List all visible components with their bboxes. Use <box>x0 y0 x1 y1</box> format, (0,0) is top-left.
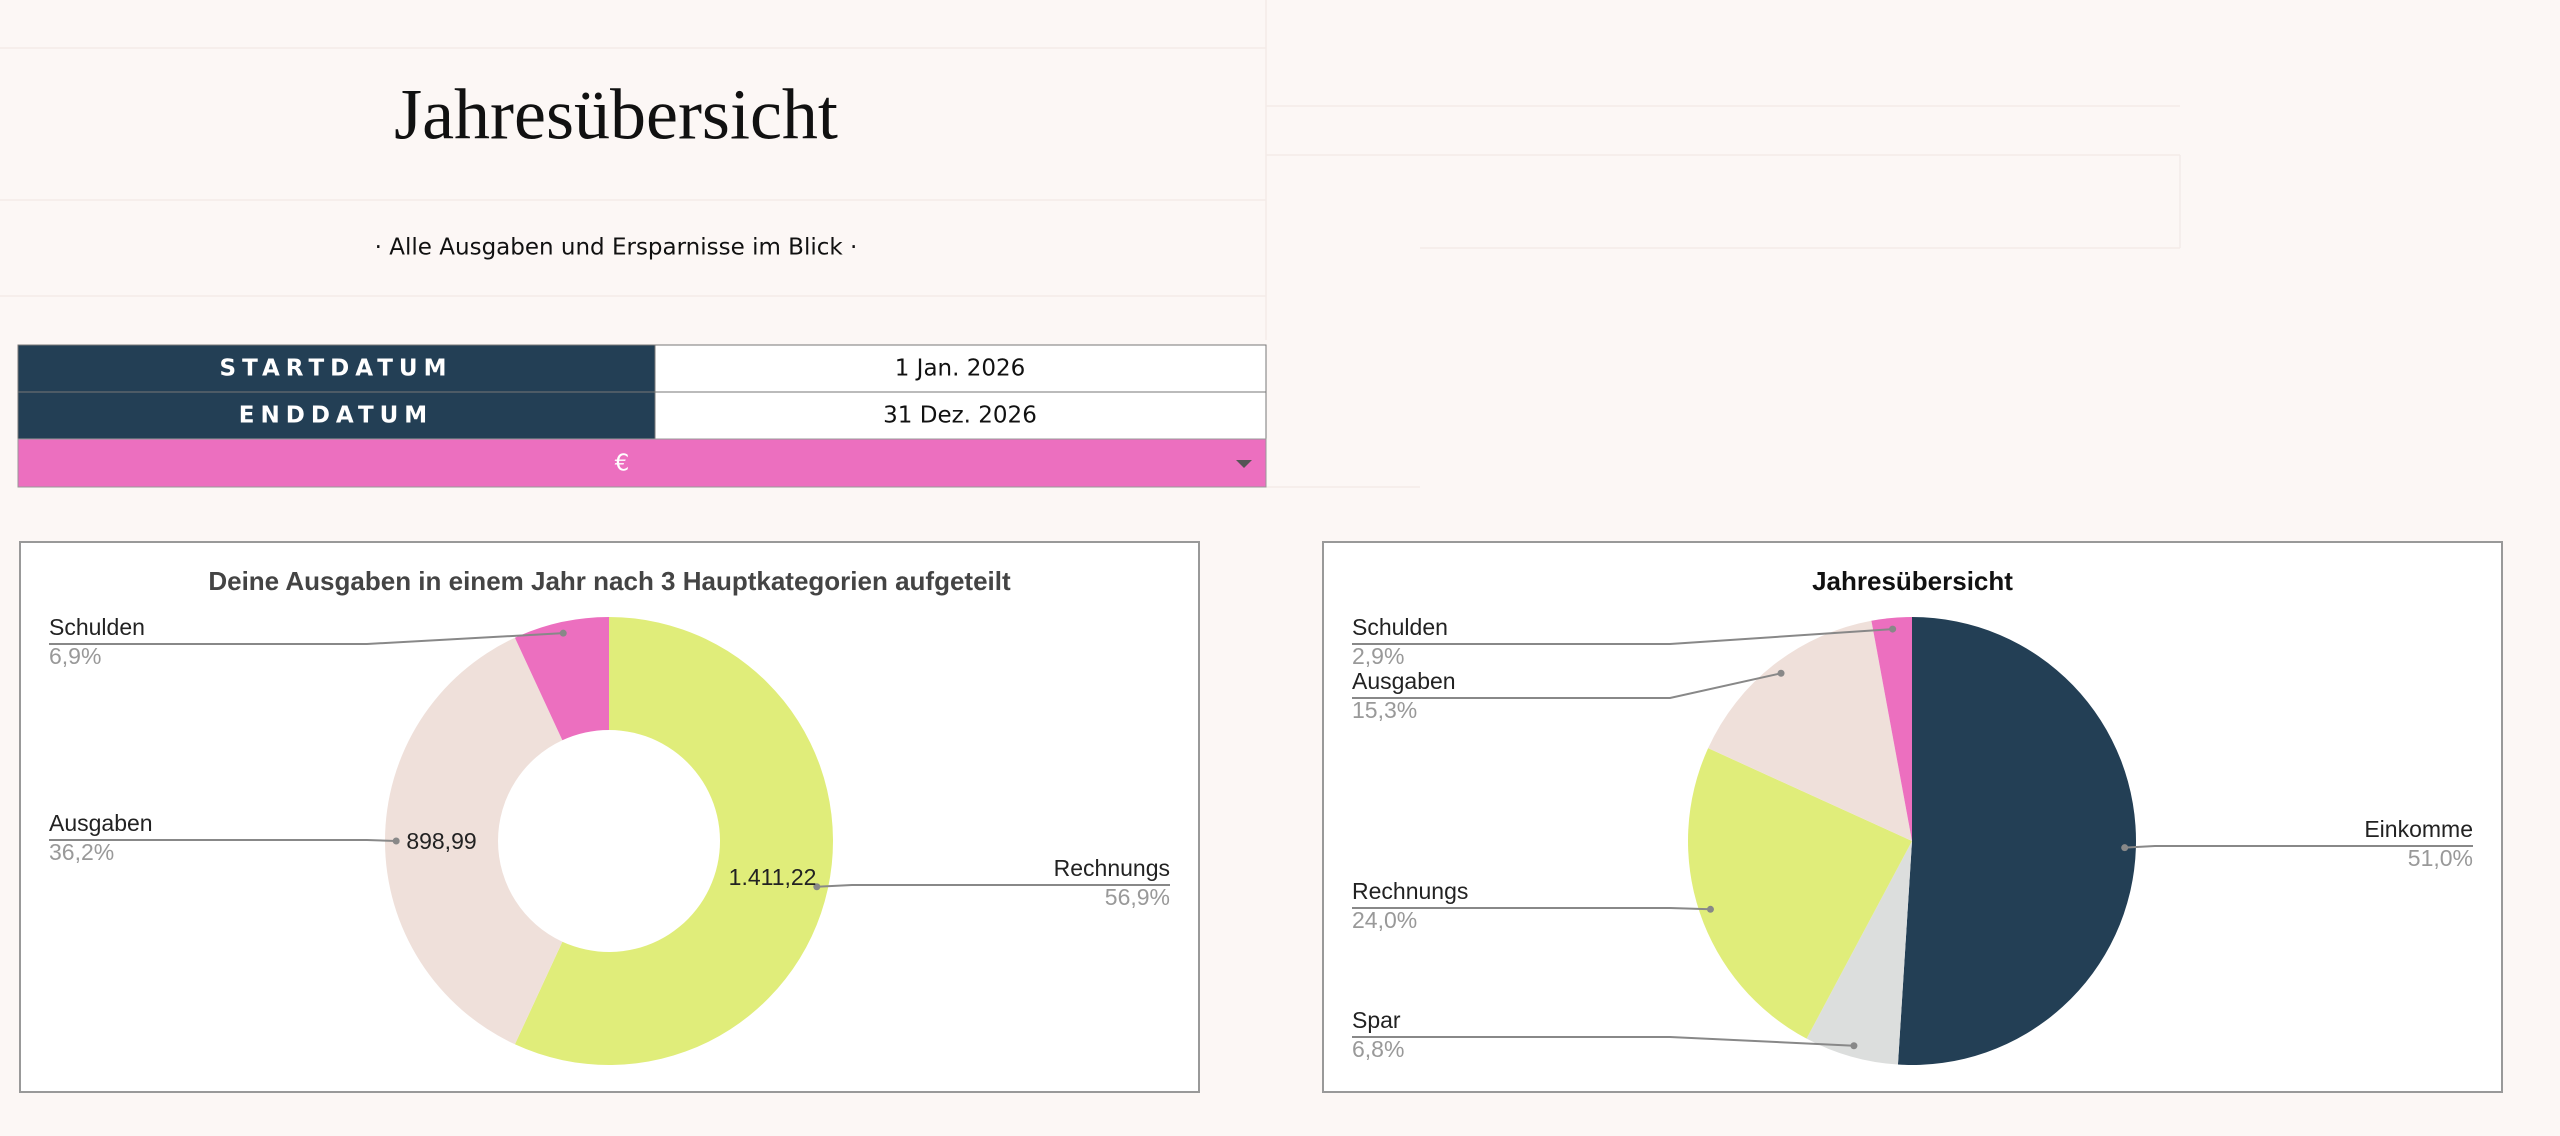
legend-label: Schulden <box>1352 614 1448 640</box>
legend-label: Rechnungs <box>1054 855 1170 881</box>
leader-dot <box>1706 905 1714 913</box>
leader-dot <box>392 837 400 845</box>
leader-line <box>1352 1036 1854 1047</box>
slice <box>514 617 609 741</box>
slice <box>1688 748 1912 1039</box>
legend-label: Ausgaben <box>1352 668 1456 694</box>
value-label: 15,3% <box>1352 697 1417 723</box>
leader-line <box>1352 907 1711 911</box>
leader-line <box>2124 845 2473 849</box>
slice <box>1806 841 1912 1065</box>
value-label: 36,2% <box>49 839 114 865</box>
page-title: Jahresübersicht <box>394 75 838 155</box>
leader-dot <box>1889 625 1897 633</box>
start-label: STARTDATUM <box>220 356 453 382</box>
legend-label: Spar <box>1352 1007 1401 1033</box>
slice <box>385 637 563 1045</box>
start-date: 1 Jan. 2026 <box>895 356 1026 382</box>
value-label: 6,9% <box>49 643 101 669</box>
end-date: 31 Dez. 2026 <box>883 403 1037 429</box>
value-label: 6,8% <box>1352 1036 1404 1062</box>
value-label: 2,9% <box>1352 643 1404 669</box>
leader-line <box>1352 672 1782 699</box>
currency-dropdown[interactable] <box>17 438 1267 488</box>
leader-line <box>1352 628 1893 645</box>
leader-line <box>49 632 564 645</box>
legend-label: Ausgaben <box>49 810 153 836</box>
legend-label: Einkomme <box>2364 816 2473 842</box>
amount-label: 898,99 <box>406 828 476 854</box>
dropdown-arrow[interactable] <box>1236 460 1252 468</box>
chart-title: Jahresübersicht <box>1812 566 2013 596</box>
slice <box>1708 620 1912 841</box>
amount-label: 1.411,22 <box>729 864 817 890</box>
slice <box>514 617 834 1065</box>
leader-dot <box>813 883 821 891</box>
cell-grid <box>0 0 2181 488</box>
currency[interactable]: € <box>615 451 630 477</box>
chart-title: Deine Ausgaben in einem Jahr nach 3 Haup… <box>208 566 1011 596</box>
value-label: 56,9% <box>1105 884 1170 910</box>
end-label: ENDDATUM <box>239 403 433 429</box>
leader-dot <box>1777 669 1785 677</box>
value-label: 24,0% <box>1352 907 1417 933</box>
page-subtitle: · Alle Ausgaben und Ersparnisse im Blick… <box>375 235 858 261</box>
slice <box>1871 617 1912 841</box>
leader-line <box>816 884 1170 888</box>
slice <box>1897 617 2137 1066</box>
leader-line <box>49 839 397 842</box>
leader-dot <box>2121 844 2129 852</box>
legend-label: Rechnungs <box>1352 878 1468 904</box>
value-label: 51,0% <box>2408 845 2473 871</box>
leader-dot <box>559 629 567 637</box>
legend-label: Schulden <box>49 614 145 640</box>
leader-dot <box>1850 1042 1858 1050</box>
